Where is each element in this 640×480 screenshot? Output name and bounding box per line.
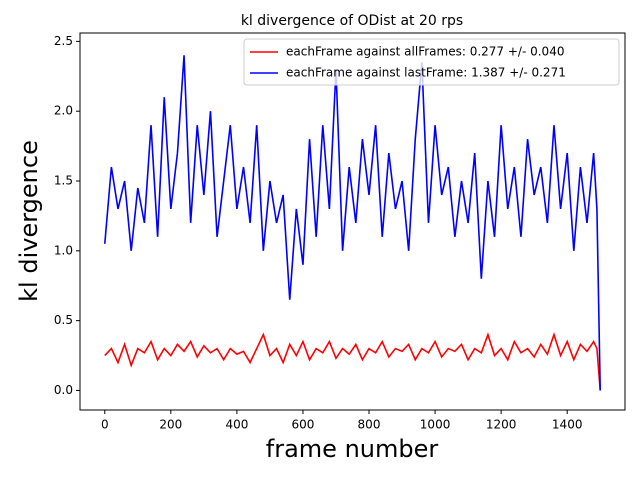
y-tick-label: 1.5 bbox=[54, 174, 73, 188]
y-tick-label: 0.5 bbox=[54, 313, 73, 327]
y-axis-label: kl divergence bbox=[15, 140, 43, 302]
x-tick-label: 600 bbox=[292, 418, 315, 432]
legend-box bbox=[243, 38, 620, 86]
series-line bbox=[103, 55, 602, 391]
y-tick-label: 2.5 bbox=[54, 34, 73, 48]
x-tick-label: 400 bbox=[225, 418, 248, 432]
y-tick-label: 1.0 bbox=[54, 243, 73, 257]
plot-frame bbox=[79, 32, 626, 411]
x-tick-label: 1000 bbox=[420, 418, 451, 432]
legend-label: eachFrame against allFrames: 0.277 +/- 0… bbox=[286, 45, 564, 59]
chart-title: kl divergence of ODist at 20 rps bbox=[241, 13, 463, 29]
y-tick-label: 0.0 bbox=[54, 383, 73, 397]
x-tick-label: 1200 bbox=[486, 418, 517, 432]
x-tick-label: 1400 bbox=[552, 418, 583, 432]
x-tick-label: 0 bbox=[101, 418, 109, 432]
y-tick-label: 2.0 bbox=[54, 104, 73, 118]
x-tick-label: 800 bbox=[358, 418, 381, 432]
x-tick-label: 200 bbox=[159, 418, 182, 432]
legend-label: eachFrame against lastFrame: 1.387 +/- 0… bbox=[286, 66, 566, 80]
x-axis-label: frame number bbox=[266, 435, 439, 463]
series-line bbox=[104, 332, 602, 391]
